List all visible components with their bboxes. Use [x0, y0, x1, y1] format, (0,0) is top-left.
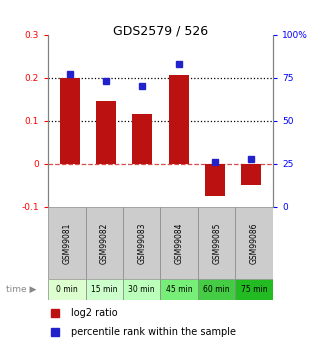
Text: time ▶: time ▶: [6, 285, 37, 294]
Text: 75 min: 75 min: [241, 285, 267, 294]
Text: percentile rank within the sample: percentile rank within the sample: [71, 327, 236, 337]
Bar: [60, 78, 80, 164]
Text: log2 ratio: log2 ratio: [71, 308, 117, 318]
Text: GSM99081: GSM99081: [62, 223, 71, 264]
Bar: [235, 207, 273, 279]
Text: 60 min: 60 min: [204, 285, 230, 294]
Bar: [123, 279, 160, 300]
Text: GSM99086: GSM99086: [250, 223, 259, 264]
Bar: [160, 207, 198, 279]
Bar: [160, 279, 198, 300]
Bar: [86, 207, 123, 279]
Bar: [198, 279, 235, 300]
Bar: [86, 279, 123, 300]
Bar: [235, 279, 273, 300]
Text: GSM99083: GSM99083: [137, 223, 146, 264]
Text: 30 min: 30 min: [128, 285, 155, 294]
Text: 15 min: 15 min: [91, 285, 117, 294]
Text: GSM99085: GSM99085: [212, 223, 221, 264]
Bar: [198, 207, 235, 279]
Text: GSM99082: GSM99082: [100, 223, 109, 264]
Bar: [169, 76, 189, 164]
Bar: [48, 207, 86, 279]
Bar: [96, 101, 116, 164]
Bar: [48, 279, 86, 300]
Text: 0 min: 0 min: [56, 285, 78, 294]
Text: GSM99084: GSM99084: [175, 223, 184, 264]
Bar: [132, 114, 152, 164]
Bar: [241, 164, 261, 186]
Bar: [123, 207, 160, 279]
Text: GDS2579 / 526: GDS2579 / 526: [113, 24, 208, 37]
Text: 45 min: 45 min: [166, 285, 193, 294]
Bar: [205, 164, 225, 196]
